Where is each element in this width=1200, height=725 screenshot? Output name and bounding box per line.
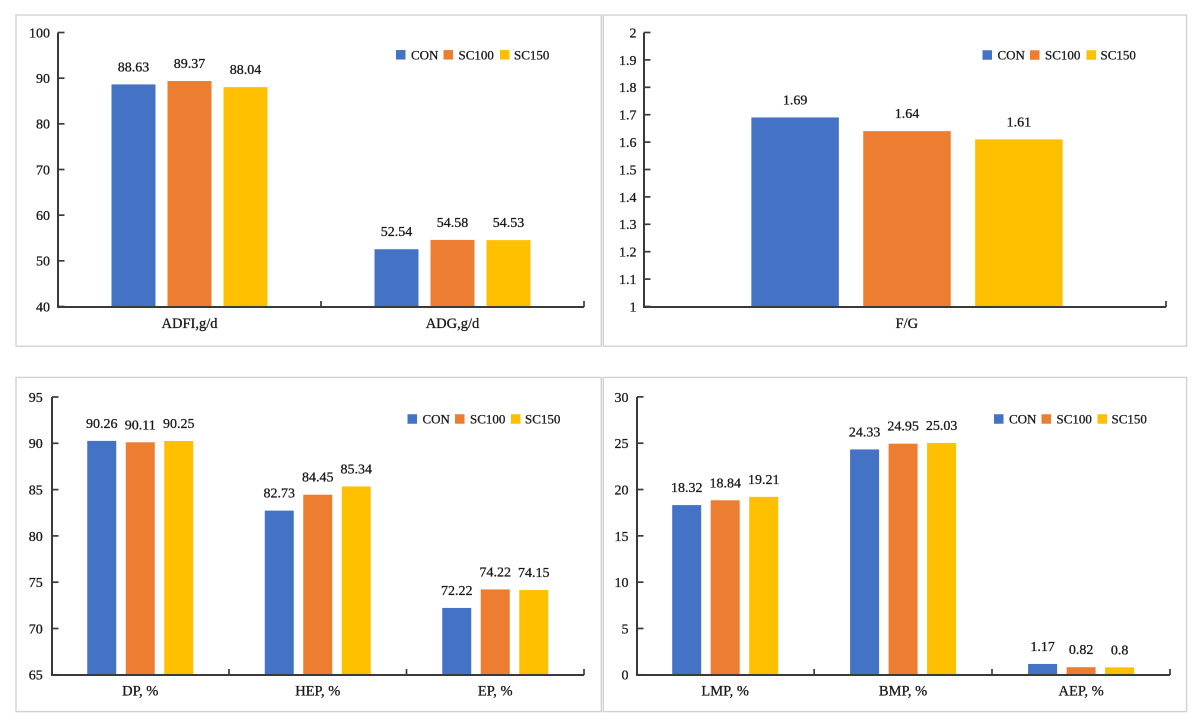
svg-text:25: 25	[615, 437, 629, 452]
svg-text:1.6: 1.6	[619, 136, 637, 151]
svg-text:1.64: 1.64	[895, 107, 920, 122]
svg-text:CON: CON	[423, 412, 451, 427]
svg-text:95: 95	[29, 391, 43, 406]
svg-text:72.22: 72.22	[441, 584, 473, 599]
svg-text:SC100: SC100	[1057, 412, 1092, 427]
svg-text:SC150: SC150	[1101, 48, 1136, 63]
svg-text:CON: CON	[1009, 412, 1037, 427]
svg-text:1: 1	[630, 300, 637, 315]
svg-text:85: 85	[29, 484, 43, 499]
svg-text:F/G: F/G	[896, 316, 919, 332]
svg-text:AEP, %: AEP, %	[1059, 684, 1104, 700]
svg-text:52.54: 52.54	[381, 225, 413, 240]
svg-text:SC100: SC100	[459, 47, 494, 62]
svg-text:SC100: SC100	[1045, 48, 1080, 63]
svg-text:25.03: 25.03	[926, 419, 958, 434]
svg-text:1.7: 1.7	[619, 109, 637, 124]
svg-text:SC150: SC150	[1112, 412, 1147, 427]
svg-text:HEP, %: HEP, %	[295, 684, 340, 700]
svg-text:100: 100	[29, 26, 50, 41]
svg-text:ADFI,g/d: ADFI,g/d	[162, 316, 219, 332]
svg-text:0.8: 0.8	[1111, 643, 1129, 658]
svg-text:20: 20	[615, 483, 629, 498]
svg-text:90.25: 90.25	[163, 417, 195, 432]
svg-text:60: 60	[36, 209, 50, 224]
svg-text:18.84: 18.84	[709, 476, 741, 491]
svg-text:90.26: 90.26	[86, 417, 118, 432]
svg-text:SC150: SC150	[525, 412, 560, 427]
svg-text:0.82: 0.82	[1069, 643, 1094, 658]
svg-text:89.37: 89.37	[174, 57, 206, 72]
svg-text:65: 65	[29, 669, 43, 684]
svg-text:SC150: SC150	[514, 47, 549, 62]
svg-text:SC100: SC100	[470, 412, 505, 427]
svg-text:75: 75	[29, 576, 43, 591]
svg-text:19.21: 19.21	[748, 473, 780, 488]
svg-text:CON: CON	[998, 48, 1026, 63]
svg-text:1.69: 1.69	[783, 93, 808, 108]
svg-text:24.95: 24.95	[887, 420, 919, 435]
svg-text:90: 90	[29, 437, 43, 452]
svg-text:54.53: 54.53	[493, 216, 525, 231]
svg-text:0: 0	[622, 669, 629, 684]
svg-text:1.61: 1.61	[1007, 115, 1032, 130]
svg-text:85.34: 85.34	[341, 462, 373, 477]
svg-text:80: 80	[29, 530, 43, 545]
svg-text:BMP, %: BMP, %	[879, 684, 927, 700]
svg-text:1.1: 1.1	[619, 273, 637, 288]
svg-text:1.9: 1.9	[619, 54, 637, 69]
svg-text:1.17: 1.17	[1030, 640, 1055, 655]
svg-text:54.58: 54.58	[437, 216, 469, 231]
svg-text:ADG,g/d: ADG,g/d	[426, 316, 480, 332]
svg-text:1.4: 1.4	[619, 191, 637, 206]
svg-text:5: 5	[622, 622, 629, 637]
svg-text:70: 70	[29, 622, 43, 637]
svg-text:74.22: 74.22	[480, 565, 512, 580]
svg-text:15: 15	[615, 530, 629, 545]
svg-text:1.3: 1.3	[619, 218, 637, 233]
svg-text:80: 80	[36, 118, 50, 133]
svg-text:50: 50	[36, 255, 50, 270]
svg-text:70: 70	[36, 163, 50, 178]
svg-text:2: 2	[630, 26, 637, 41]
svg-text:84.45: 84.45	[302, 471, 334, 486]
svg-text:90: 90	[36, 72, 50, 87]
svg-text:82.73: 82.73	[264, 487, 296, 502]
svg-text:40: 40	[36, 300, 50, 315]
svg-text:24.33: 24.33	[849, 425, 881, 440]
svg-text:1.5: 1.5	[619, 163, 637, 178]
svg-text:88.04: 88.04	[230, 63, 262, 78]
svg-text:EP, %: EP, %	[478, 684, 513, 700]
svg-text:18.32: 18.32	[671, 481, 703, 496]
svg-text:30: 30	[615, 391, 629, 406]
svg-text:74.15: 74.15	[518, 566, 550, 581]
svg-text:90.11: 90.11	[125, 418, 156, 433]
svg-text:LMP, %: LMP, %	[701, 684, 749, 700]
svg-text:DP, %: DP, %	[122, 684, 158, 700]
svg-text:10: 10	[615, 576, 629, 591]
svg-text:CON: CON	[411, 47, 439, 62]
svg-text:1.8: 1.8	[619, 81, 637, 96]
svg-text:1.2: 1.2	[619, 246, 637, 261]
svg-text:88.63: 88.63	[118, 60, 150, 75]
